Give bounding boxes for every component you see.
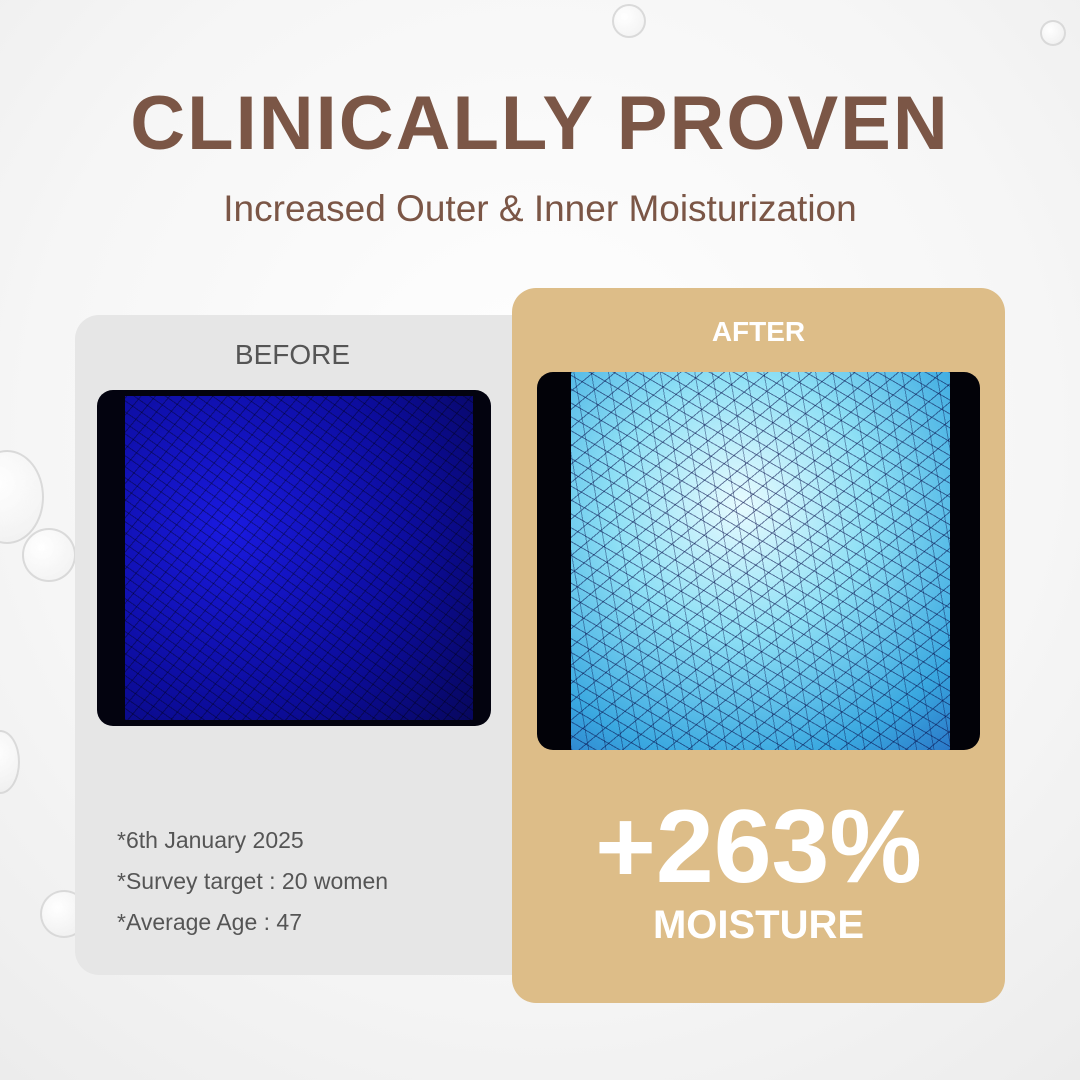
after-label: AFTER [711,316,806,347]
note-date: *6th January 2025 [117,827,304,853]
page-subtitle: Increased Outer & Inner Moisturization [223,188,857,229]
before-skin-image [97,390,491,726]
page-title: CLINICALLY PROVEN [130,81,950,166]
after-card: AFTER +263% MOISTURE [512,288,1005,1003]
note-average-age: *Average Age : 47 [117,909,302,935]
water-bubble [22,528,76,582]
note-survey-target: *Survey target : 20 women [117,868,389,894]
after-skin-image [537,372,980,750]
water-bubble [612,4,646,38]
water-bubble [0,730,20,794]
before-label: BEFORE [234,339,351,370]
moisture-label: MOISTURE [652,903,865,947]
moisture-increase-value: +263% [595,789,922,905]
water-bubble [1040,20,1066,46]
study-notes: *6th January 2025 *Survey target : 20 wo… [117,820,388,943]
before-card: BEFORE *6th January 2025 *Survey target … [75,315,560,975]
